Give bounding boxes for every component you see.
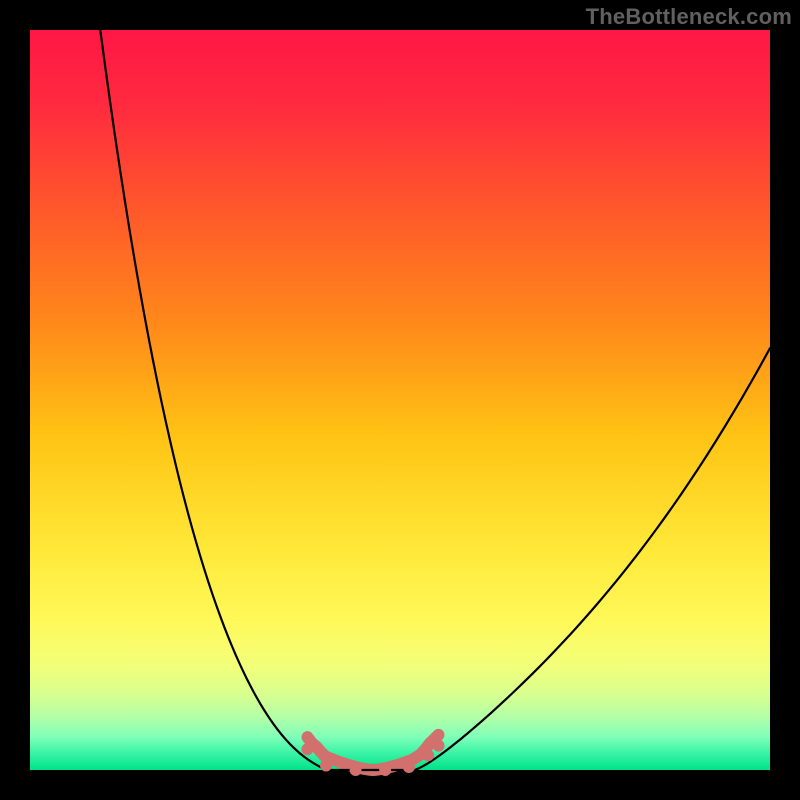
plot-background xyxy=(30,30,770,770)
highlight-dot xyxy=(422,749,434,761)
chart-svg xyxy=(0,0,800,800)
highlight-dot xyxy=(302,743,314,755)
highlight-dot xyxy=(432,740,444,752)
highlight-dot xyxy=(320,760,332,772)
highlight-dot xyxy=(350,764,362,776)
highlight-dot xyxy=(379,764,391,776)
highlight-dot xyxy=(403,761,415,773)
bottleneck-chart xyxy=(0,0,800,800)
